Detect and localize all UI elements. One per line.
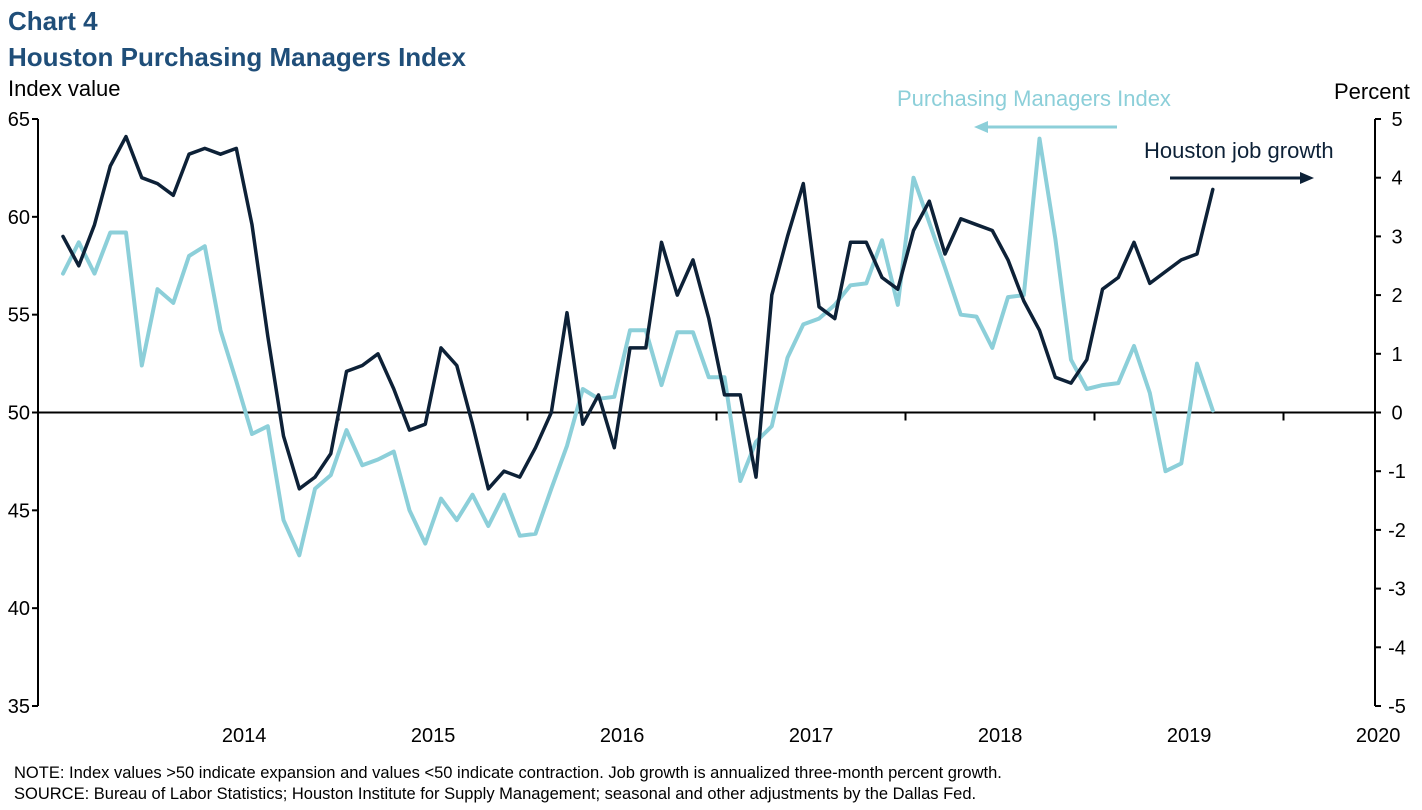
legend-job-arrowhead — [1300, 172, 1314, 184]
job-growth-series-line — [61, 134, 1215, 491]
right-tick-label: 5 — [1391, 109, 1402, 131]
x-tick-label: 2020 — [1356, 725, 1401, 747]
left-tick-label: 45 — [8, 500, 30, 522]
right-tick-label: -5 — [1388, 696, 1406, 718]
series — [61, 134, 1215, 558]
right-tick-label: -3 — [1388, 579, 1406, 601]
legend-job-label: Houston job growth — [1144, 138, 1334, 163]
right-tick-label: -1 — [1388, 461, 1406, 483]
legend-pmi-arrowhead — [974, 121, 988, 133]
left-axis-unit: Index value — [8, 76, 121, 101]
chart-label: Chart 4 — [8, 6, 98, 36]
left-tick-label: 65 — [8, 109, 30, 131]
left-tick-label: 35 — [8, 696, 30, 718]
right-tick-label: 1 — [1391, 344, 1402, 366]
left-tick-label: 50 — [8, 403, 30, 425]
legend-pmi-label: Purchasing Managers Index — [897, 86, 1171, 111]
x-tick-label: 2018 — [978, 725, 1023, 747]
source-note: SOURCE: Bureau of Labor Statistics; Hous… — [14, 785, 977, 803]
right-tick-label: -2 — [1388, 520, 1406, 542]
right-tick-label: 4 — [1391, 168, 1402, 190]
legend: Purchasing Managers Index Houston job gr… — [897, 86, 1334, 184]
right-tick-label: -4 — [1388, 637, 1406, 659]
x-tick-label: 2019 — [1167, 725, 1212, 747]
right-tick-label: 0 — [1391, 403, 1402, 425]
x-tick-label: 2016 — [600, 725, 645, 747]
x-tick-label: 2015 — [411, 725, 456, 747]
x-tick-label: 2017 — [789, 725, 834, 747]
axes — [32, 118, 1381, 707]
footnote: NOTE: Index values >50 indicate expansio… — [14, 764, 1002, 782]
right-tick-label: 2 — [1391, 285, 1402, 307]
right-axis-unit: Percent — [1334, 79, 1410, 104]
left-tick-label: 40 — [8, 598, 30, 620]
x-tick-label: 2014 — [222, 725, 267, 747]
left-tick-label: 55 — [8, 305, 30, 327]
left-tick-label: 60 — [8, 207, 30, 229]
chart-title: Houston Purchasing Managers Index — [8, 42, 466, 72]
right-tick-label: 3 — [1391, 226, 1402, 248]
